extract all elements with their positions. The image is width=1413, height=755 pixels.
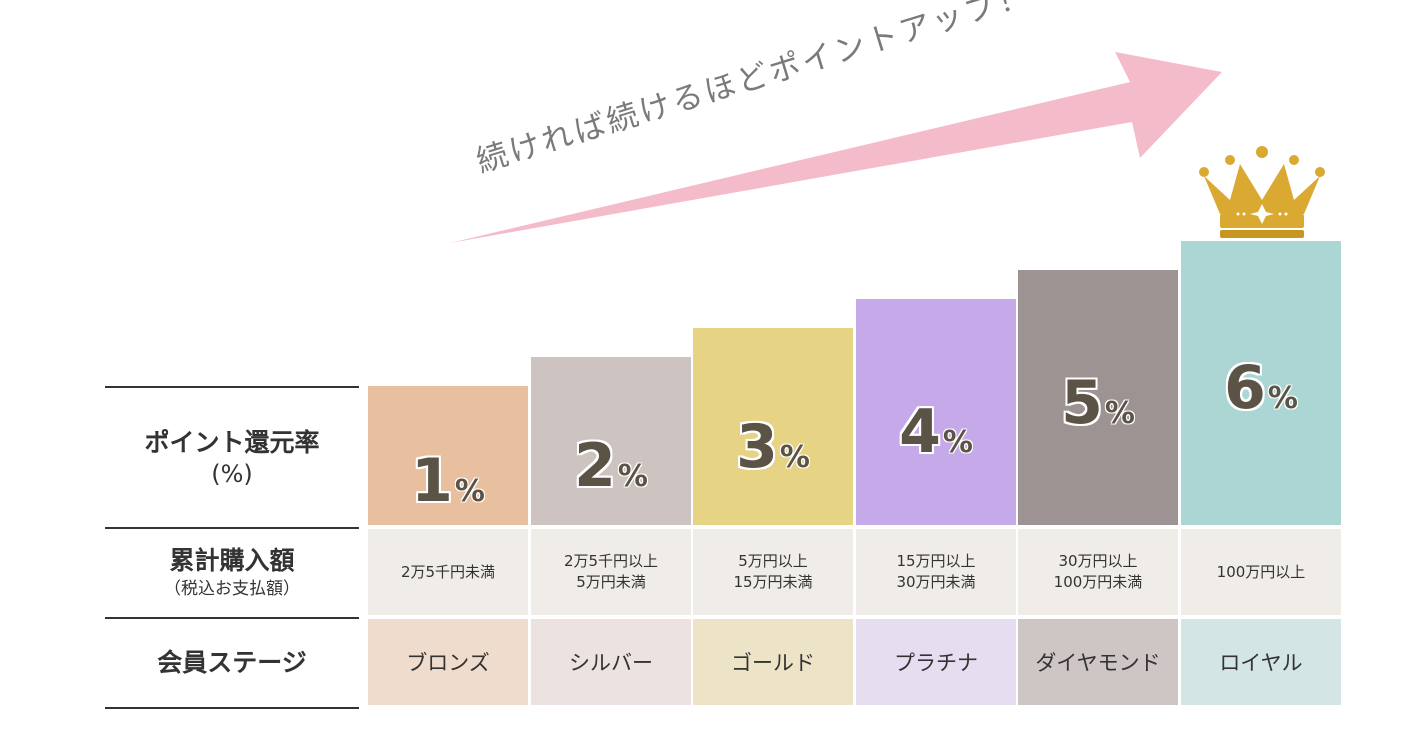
amount-cell-6: 100万円以上 — [1181, 529, 1341, 615]
rate-value-label: 1% — [411, 446, 485, 516]
amount-text: 2万5千円以上 — [563, 552, 659, 570]
rate-number: 3 — [736, 411, 778, 482]
rate-unit: % — [1267, 381, 1298, 416]
rate-value-label: 2% — [574, 431, 648, 501]
stage-cell-5: ダイヤモンド — [1018, 619, 1178, 705]
amount-text: 15万円以上 — [896, 552, 976, 570]
rate-number: 4 — [899, 397, 941, 467]
divider-line — [105, 386, 359, 388]
rate-unit: % — [1104, 395, 1135, 431]
amount-label-sub: （税込お支払額） — [164, 579, 300, 599]
stage-label-main: 会員ステージ — [157, 648, 307, 677]
amount-text: 100万円未満 — [1053, 573, 1143, 591]
stage-cell-2: シルバー — [531, 619, 691, 705]
rate-number: 2 — [574, 431, 616, 501]
stage-name: シルバー — [569, 651, 653, 675]
rate-number: 1 — [411, 445, 453, 516]
bar-1: 1% — [368, 386, 528, 525]
rate-label-main: ポイント還元率 — [144, 427, 320, 457]
amount-text: 5万円未満 — [576, 573, 646, 591]
rate-value-label: 6% — [1224, 353, 1298, 423]
stage-name: ゴールド — [731, 651, 815, 675]
amount-text: 15万円未満 — [733, 573, 813, 591]
stage-name: ブロンズ — [406, 651, 490, 675]
bar-4: 4% — [856, 299, 1016, 525]
divider-line — [105, 617, 359, 619]
divider-line — [105, 707, 359, 709]
growth-arrow — [0, 0, 1413, 260]
bar-3: 3% — [693, 328, 853, 525]
amount-text: 5万円以上 — [738, 552, 808, 570]
bar-5: 5% — [1018, 270, 1178, 525]
rate-unit: % — [617, 459, 648, 494]
rate-value-label: 5% — [1061, 368, 1135, 438]
bar-6: 6% — [1181, 241, 1341, 525]
rate-number: 5 — [1061, 367, 1103, 438]
amount-cell-4: 15万円以上 30万円未満 — [856, 529, 1016, 615]
amount-label-main: 累計購入額 — [169, 546, 295, 575]
stage-row-label: 会員ステージ — [105, 619, 359, 707]
rate-value-label: 4% — [899, 397, 973, 467]
stage-cell-3: ゴールド — [693, 619, 853, 705]
rate-number: 6 — [1224, 353, 1266, 423]
arrow-icon — [450, 52, 1222, 243]
stage-cell-6: ロイヤル — [1181, 619, 1341, 705]
amount-row-label: 累計購入額 （税込お支払額） — [105, 529, 359, 617]
stage-name: ロイヤル — [1219, 651, 1303, 675]
amount-text: 2万5千円未満 — [400, 562, 496, 581]
rate-row-label: ポイント還元率 (%) — [105, 388, 359, 527]
crown-icon — [1199, 146, 1325, 238]
amount-cell-5: 30万円以上 100万円未満 — [1018, 529, 1178, 615]
rate-unit: % — [779, 439, 810, 475]
amount-cell-3: 5万円以上 15万円未満 — [693, 529, 853, 615]
stage-name: プラチナ — [894, 651, 978, 675]
rate-value-label: 3% — [736, 412, 810, 482]
stage-cell-1: ブロンズ — [368, 619, 528, 705]
divider-line — [105, 527, 359, 529]
bar-2: 2% — [531, 357, 691, 525]
stage-cell-4: プラチナ — [856, 619, 1016, 705]
rate-unit: % — [942, 425, 973, 460]
amount-cell-1: 2万5千円未満 — [368, 529, 528, 615]
rate-unit: % — [454, 473, 485, 509]
amount-cell-2: 2万5千円以上 5万円未満 — [531, 529, 691, 615]
stage-name: ダイヤモンド — [1035, 651, 1161, 675]
amount-text: 30万円未満 — [896, 573, 976, 591]
rate-label-unit: (%) — [211, 459, 253, 488]
amount-text: 30万円以上 — [1058, 552, 1138, 570]
amount-text: 100万円以上 — [1216, 562, 1306, 581]
